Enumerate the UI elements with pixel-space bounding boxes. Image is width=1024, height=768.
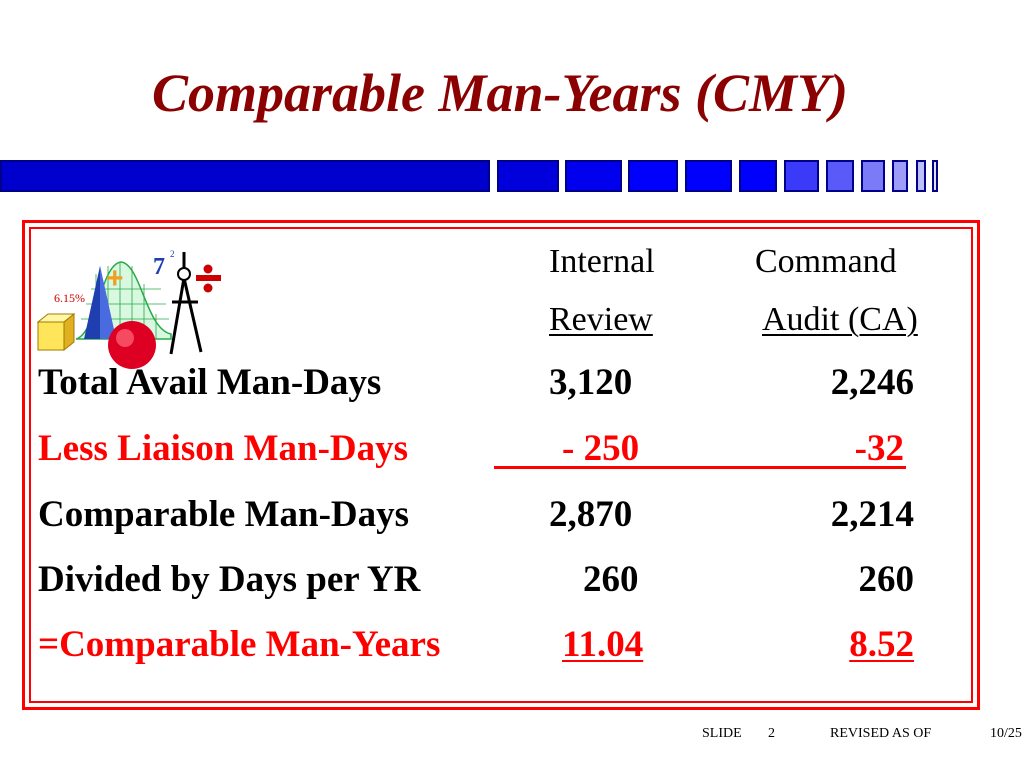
cell-command-less-liaison: -32 <box>854 428 904 469</box>
bar-segment <box>916 160 926 192</box>
row-label-comparable-years: =Comparable Man-Years <box>38 624 441 665</box>
cell-command-comparable-years: 8.52 <box>849 624 914 665</box>
cell-internal-total-avail: 3,120 <box>549 362 633 403</box>
footer-slide-label: SLIDE <box>702 726 742 741</box>
cell-internal-days-per-year: 260 <box>583 559 639 600</box>
table-frame-inner <box>29 227 973 703</box>
row-label-comparable-days: Comparable Man-Days <box>38 494 410 535</box>
bar-segment <box>628 160 678 192</box>
percent-label: 6.15% <box>54 291 85 305</box>
table-frame-outer <box>22 220 980 710</box>
cell-internal-less-liaison: - 250 <box>562 428 640 469</box>
col-header-command-line2: Audit (CA) <box>762 301 918 338</box>
bar-segment <box>0 160 490 192</box>
row-label-days-per-year: Divided by Days per YR <box>38 559 421 600</box>
bar-segment <box>565 160 622 192</box>
footer-revised-label: REVISED AS OF <box>830 726 932 741</box>
cell-internal-comparable-years: 11.04 <box>562 624 644 665</box>
bar-segment <box>784 160 819 192</box>
number-label: 7 <box>153 254 165 280</box>
cell-command-comparable-days: 2,214 <box>830 494 914 535</box>
exponent-label: 2 <box>170 249 175 259</box>
cell-internal-comparable-days: 2,870 <box>549 494 633 535</box>
bar-segment <box>892 160 908 192</box>
subtotal-underline <box>494 466 906 469</box>
col-header-internal-line2: Review <box>549 301 653 338</box>
svg-text:+: + <box>106 262 124 295</box>
row-label-total-avail: Total Avail Man-Days <box>38 362 382 403</box>
bar-segment <box>932 160 938 192</box>
slide-title: Comparable Man-Years (CMY) <box>151 63 848 123</box>
cell-command-days-per-year: 260 <box>858 559 915 600</box>
bar-segment <box>497 160 559 192</box>
footer-revised-date: 10/25 <box>990 726 1022 741</box>
math-clipart-icon: 6.15% + 7 2 <box>36 249 221 369</box>
col-header-command-line1: Command <box>755 243 897 280</box>
bar-segment <box>739 160 777 192</box>
decorative-bar-strip <box>0 160 1024 194</box>
cell-command-total-avail: 2,246 <box>830 362 914 403</box>
footer-slide-number: 2 <box>768 726 775 741</box>
bar-segment <box>861 160 885 192</box>
row-label-less-liaison: Less Liaison Man-Days <box>38 428 409 469</box>
col-header-internal-line1: Internal <box>549 243 655 280</box>
bar-segment <box>826 160 854 192</box>
bar-segment <box>685 160 732 192</box>
